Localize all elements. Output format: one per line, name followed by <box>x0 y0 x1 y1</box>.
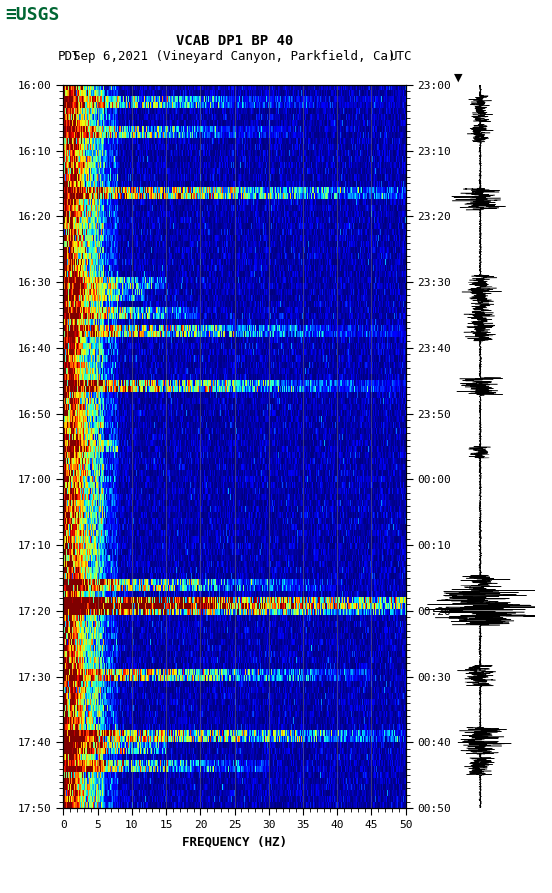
Text: Sep 6,2021 (Vineyard Canyon, Parkfield, Ca): Sep 6,2021 (Vineyard Canyon, Parkfield, … <box>73 50 396 63</box>
Text: PDT: PDT <box>58 50 81 63</box>
Text: VCAB DP1 BP 40: VCAB DP1 BP 40 <box>176 34 293 48</box>
Text: UTC: UTC <box>389 50 411 63</box>
Text: ▼: ▼ <box>454 72 463 82</box>
X-axis label: FREQUENCY (HZ): FREQUENCY (HZ) <box>182 836 287 848</box>
Text: ≡USGS: ≡USGS <box>6 6 60 24</box>
